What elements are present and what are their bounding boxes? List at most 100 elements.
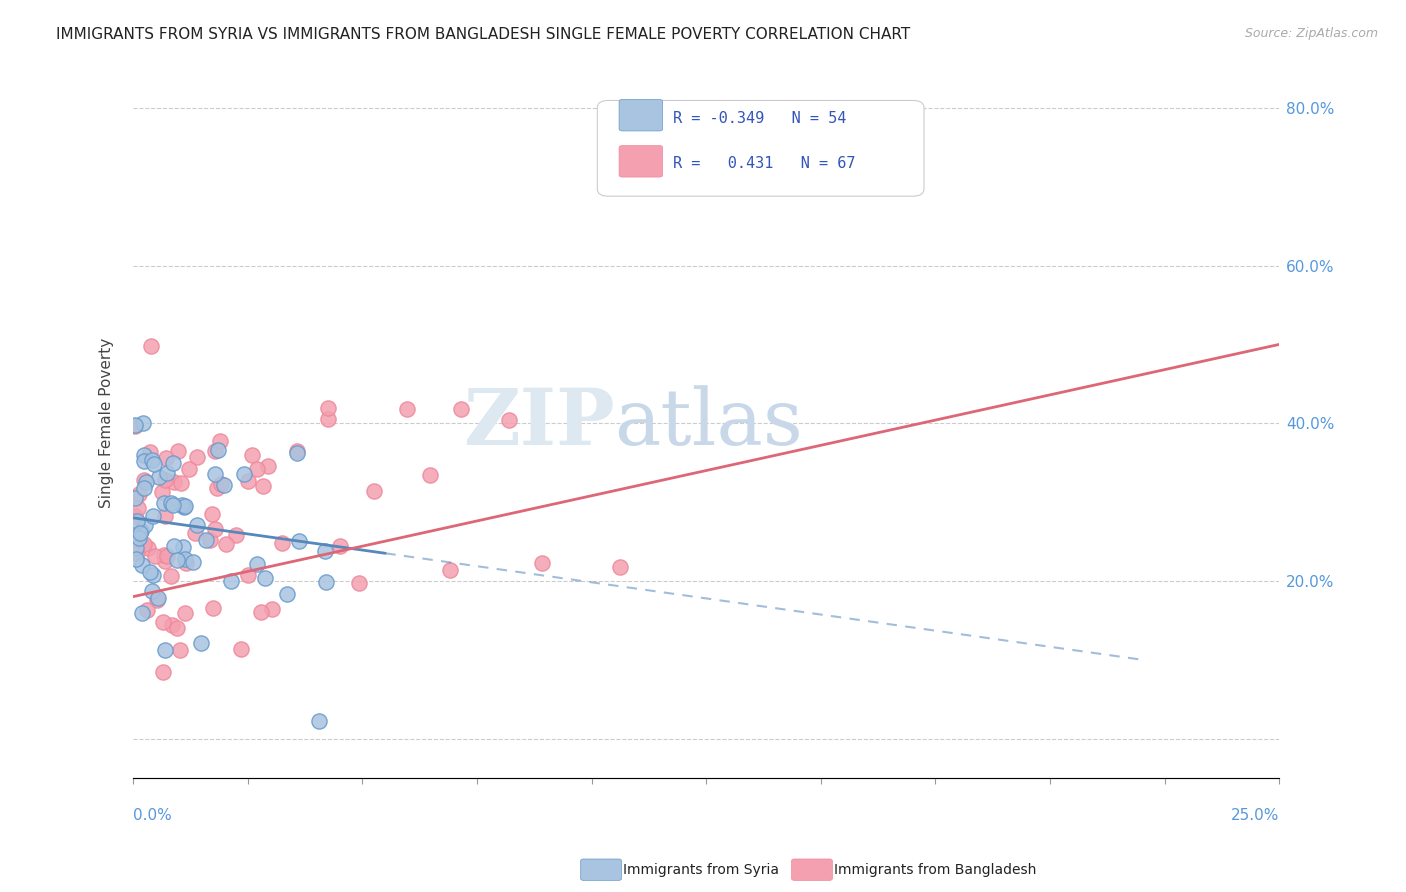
Point xyxy=(363,484,385,499)
Point xyxy=(153,642,176,657)
Point xyxy=(186,518,208,533)
Point xyxy=(166,443,188,458)
Point xyxy=(134,517,156,532)
Point xyxy=(225,528,247,542)
Point xyxy=(170,476,193,491)
Point xyxy=(254,571,277,585)
Point xyxy=(276,587,298,601)
Point xyxy=(439,563,461,577)
Point xyxy=(159,568,181,582)
Point xyxy=(186,450,208,464)
Point xyxy=(221,574,243,588)
Point xyxy=(287,534,309,549)
Point xyxy=(285,446,308,460)
Point xyxy=(132,473,155,487)
Point xyxy=(153,548,176,562)
Point xyxy=(135,602,157,616)
Point xyxy=(308,714,330,729)
Point xyxy=(173,499,195,513)
Point xyxy=(169,643,191,657)
Point xyxy=(419,467,441,482)
Text: ZIP: ZIP xyxy=(463,385,614,461)
Point xyxy=(127,501,149,516)
Point xyxy=(162,456,184,470)
Point xyxy=(287,444,309,458)
Point xyxy=(163,539,186,553)
Point xyxy=(124,491,146,505)
Point xyxy=(156,467,179,481)
Text: Source: ZipAtlas.com: Source: ZipAtlas.com xyxy=(1244,27,1378,40)
Point xyxy=(127,546,149,560)
Point xyxy=(201,507,224,521)
Point xyxy=(139,445,162,459)
Point xyxy=(128,487,150,501)
Point xyxy=(163,475,186,489)
Point xyxy=(155,450,177,465)
Point xyxy=(209,477,232,491)
Point xyxy=(246,461,269,475)
Point xyxy=(172,540,194,554)
Point xyxy=(160,618,183,632)
Point xyxy=(207,442,229,457)
Point xyxy=(314,544,336,558)
Point xyxy=(232,467,254,481)
Point xyxy=(148,469,170,483)
Point xyxy=(146,593,169,607)
Point xyxy=(131,524,153,539)
Point xyxy=(134,454,156,468)
Point xyxy=(347,576,370,591)
Point xyxy=(174,556,197,570)
Point xyxy=(152,665,174,679)
Point xyxy=(153,496,176,510)
Point xyxy=(181,555,204,569)
Point xyxy=(125,514,148,528)
Text: 0.0%: 0.0% xyxy=(134,808,172,823)
Point xyxy=(152,615,174,630)
Point xyxy=(156,549,179,563)
Point xyxy=(125,541,148,555)
Point xyxy=(194,533,217,547)
Y-axis label: Single Female Poverty: Single Female Poverty xyxy=(100,338,114,508)
Point xyxy=(153,554,176,568)
Point xyxy=(132,416,155,430)
Point xyxy=(204,443,226,458)
Text: Immigrants from Bangladesh: Immigrants from Bangladesh xyxy=(834,863,1036,877)
Point xyxy=(229,642,252,657)
Point xyxy=(271,535,294,549)
Point xyxy=(153,508,176,523)
Point xyxy=(124,418,146,433)
Point xyxy=(236,474,259,488)
Text: atlas: atlas xyxy=(614,385,803,461)
Point xyxy=(215,537,238,551)
Point xyxy=(450,402,472,417)
Point xyxy=(202,601,225,615)
Point xyxy=(141,453,163,467)
Point xyxy=(159,496,181,510)
Point xyxy=(531,556,554,570)
Point xyxy=(134,481,156,495)
Text: R = -0.349   N = 54: R = -0.349 N = 54 xyxy=(673,112,846,126)
Point xyxy=(318,412,340,426)
Point xyxy=(125,552,148,566)
Point xyxy=(204,467,226,481)
Point xyxy=(128,531,150,545)
Point xyxy=(174,551,197,566)
Point xyxy=(395,401,418,416)
Point xyxy=(208,434,231,448)
Point xyxy=(252,479,274,493)
Point xyxy=(184,526,207,541)
Text: R =   0.431   N = 67: R = 0.431 N = 67 xyxy=(673,156,855,170)
Point xyxy=(238,568,260,582)
Point xyxy=(141,584,163,599)
Point xyxy=(256,459,278,474)
Point xyxy=(240,448,263,462)
Point xyxy=(205,482,228,496)
Point xyxy=(179,461,201,475)
FancyBboxPatch shape xyxy=(619,99,662,131)
Point xyxy=(138,565,160,579)
FancyBboxPatch shape xyxy=(598,101,924,196)
Point xyxy=(131,606,153,620)
Point xyxy=(162,499,184,513)
Point xyxy=(315,574,337,589)
Point xyxy=(250,606,273,620)
